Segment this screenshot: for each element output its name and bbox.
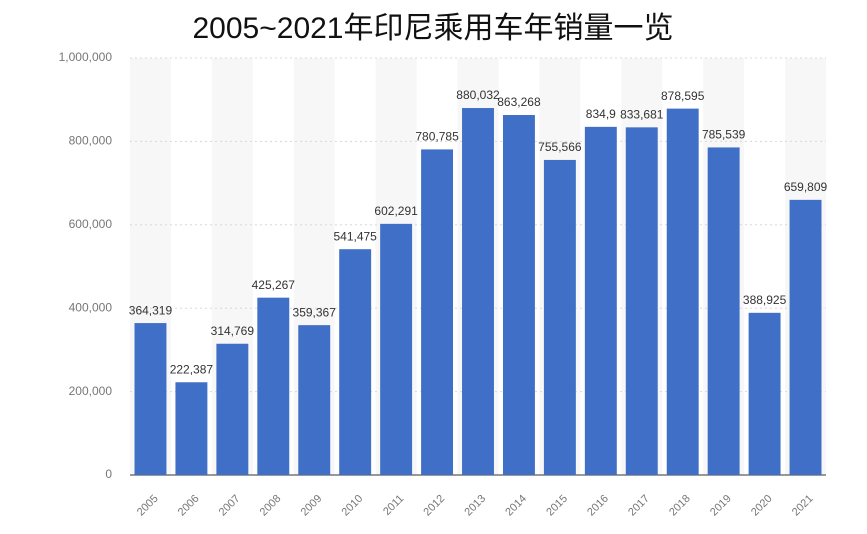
bar [339,249,372,475]
value-label: 388,925 [743,293,787,307]
bar [175,382,208,475]
bar [502,115,535,475]
x-tick-label: 2021 [790,493,816,519]
y-tick-label: 1,000,000 [59,50,113,64]
bar [789,199,822,475]
x-tick-label: 2012 [421,493,447,519]
x-tick-label: 2015 [544,493,570,519]
value-label: 880,032 [456,88,500,102]
chart-title: 2005~2021年印尼乘用车年销量一览 [193,12,674,45]
value-label: 222,387 [170,362,214,376]
bar [462,108,494,475]
y-tick-label: 0 [105,467,112,481]
x-tick-label: 2020 [749,493,775,519]
x-tick-label: 2011 [381,493,406,518]
bar [421,149,454,475]
value-label: 833,681 [620,108,664,122]
value-label: 863,268 [497,95,541,109]
bar [134,323,167,475]
x-tick-label: 2014 [503,493,529,519]
x-tick-label: 2008 [258,493,284,519]
bar [666,108,699,475]
bar [584,126,617,475]
x-tick-label: 2005 [135,493,161,519]
x-tick-label: 2013 [462,493,488,519]
x-tick-label: 2006 [176,493,202,519]
y-tick-label: 800,000 [69,134,113,148]
bar [216,343,249,475]
bar [625,127,658,475]
value-label: 425,267 [252,278,296,292]
bar [748,312,781,475]
y-tick-label: 200,000 [69,384,113,398]
bar [707,147,740,475]
y-tick-label: 600,000 [69,217,113,231]
bar [298,325,331,475]
value-label: 602,291 [374,204,418,218]
value-label: 314,769 [211,324,255,338]
x-tick-label: 2010 [340,493,366,519]
x-tick-label: 2007 [217,493,243,519]
value-label: 785,539 [702,128,746,142]
bar [543,159,576,475]
bar [380,223,413,475]
value-label: 780,785 [415,130,459,144]
value-label: 834,9 [586,107,616,121]
value-label: 659,809 [784,180,828,194]
value-label: 364,319 [129,303,173,317]
value-label: 755,566 [538,140,582,154]
x-tick-label: 2018 [667,493,693,519]
x-tick-label: 2009 [299,493,325,519]
x-tick-label: 2017 [626,493,652,519]
value-label: 541,475 [333,229,377,243]
y-tick-label: 400,000 [69,300,113,314]
x-tick-label: 2019 [708,493,734,519]
value-label: 878,595 [661,89,705,103]
x-tick-label: 2016 [585,493,611,519]
value-label: 359,367 [293,305,337,319]
bar [257,297,290,475]
